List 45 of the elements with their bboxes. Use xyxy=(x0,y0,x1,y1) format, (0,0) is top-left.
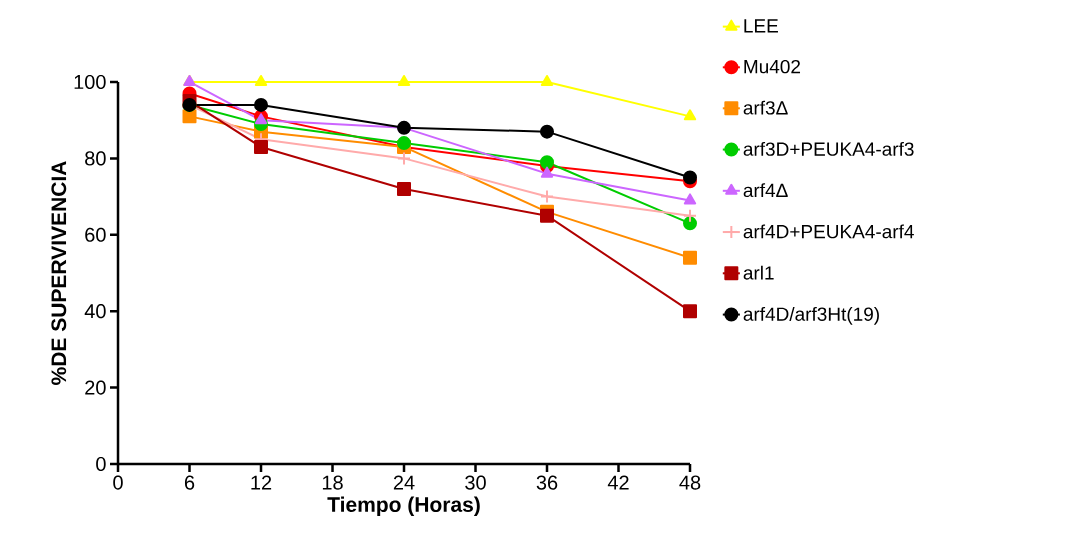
legend-label: arf3D+PEUKA4-arf3 xyxy=(743,141,914,156)
point xyxy=(254,113,268,125)
point xyxy=(683,250,697,265)
y-tick-label: 40 xyxy=(84,304,106,319)
x-tick-label: 18 xyxy=(322,475,343,490)
x-tick-label: 24 xyxy=(393,475,415,490)
legend-label: arf4Δ xyxy=(743,183,788,198)
x-tick-label: 12 xyxy=(251,475,272,490)
legend-label: Mu402 xyxy=(744,59,801,74)
y-tick-label: 20 xyxy=(85,380,106,395)
point xyxy=(254,74,268,86)
point xyxy=(254,139,269,154)
x-tick-label: 6 xyxy=(184,475,195,490)
x-tick-label: 30 xyxy=(465,475,486,490)
point xyxy=(683,170,697,185)
point xyxy=(683,216,697,231)
point xyxy=(540,166,554,178)
y-tick-label: 0 xyxy=(96,456,106,472)
legend-label: arf4D+PEUKA4-arf4 xyxy=(743,224,914,239)
point xyxy=(683,208,697,223)
x-tick-label: 42 xyxy=(607,475,629,490)
legend-label: arf4D/arf3Ht(19) xyxy=(743,306,879,325)
y-tick-label: 80 xyxy=(85,151,106,166)
point xyxy=(540,74,554,86)
y-tick-label: 100 xyxy=(74,74,106,90)
x-axis-title: Tiempo (Horas) xyxy=(327,496,480,517)
point xyxy=(683,109,697,121)
point xyxy=(397,74,411,86)
legend-label: LEE xyxy=(744,19,778,33)
point xyxy=(683,304,697,319)
y-axis-title: %DE SUPERVIVENCIA xyxy=(51,161,67,385)
point xyxy=(254,97,269,112)
point xyxy=(540,208,555,223)
point xyxy=(540,124,555,139)
legend-label: arl1 xyxy=(743,265,774,280)
legend-label: arf3Δ xyxy=(743,100,788,115)
point xyxy=(397,181,412,196)
x-tick-label: 48 xyxy=(679,475,701,490)
point xyxy=(683,193,697,205)
point xyxy=(397,151,412,166)
point xyxy=(540,155,555,170)
y-tick-label: 60 xyxy=(85,227,106,242)
point xyxy=(540,189,555,204)
x-tick-label: 36 xyxy=(536,475,558,490)
x-tick-label: 0 xyxy=(113,475,123,490)
